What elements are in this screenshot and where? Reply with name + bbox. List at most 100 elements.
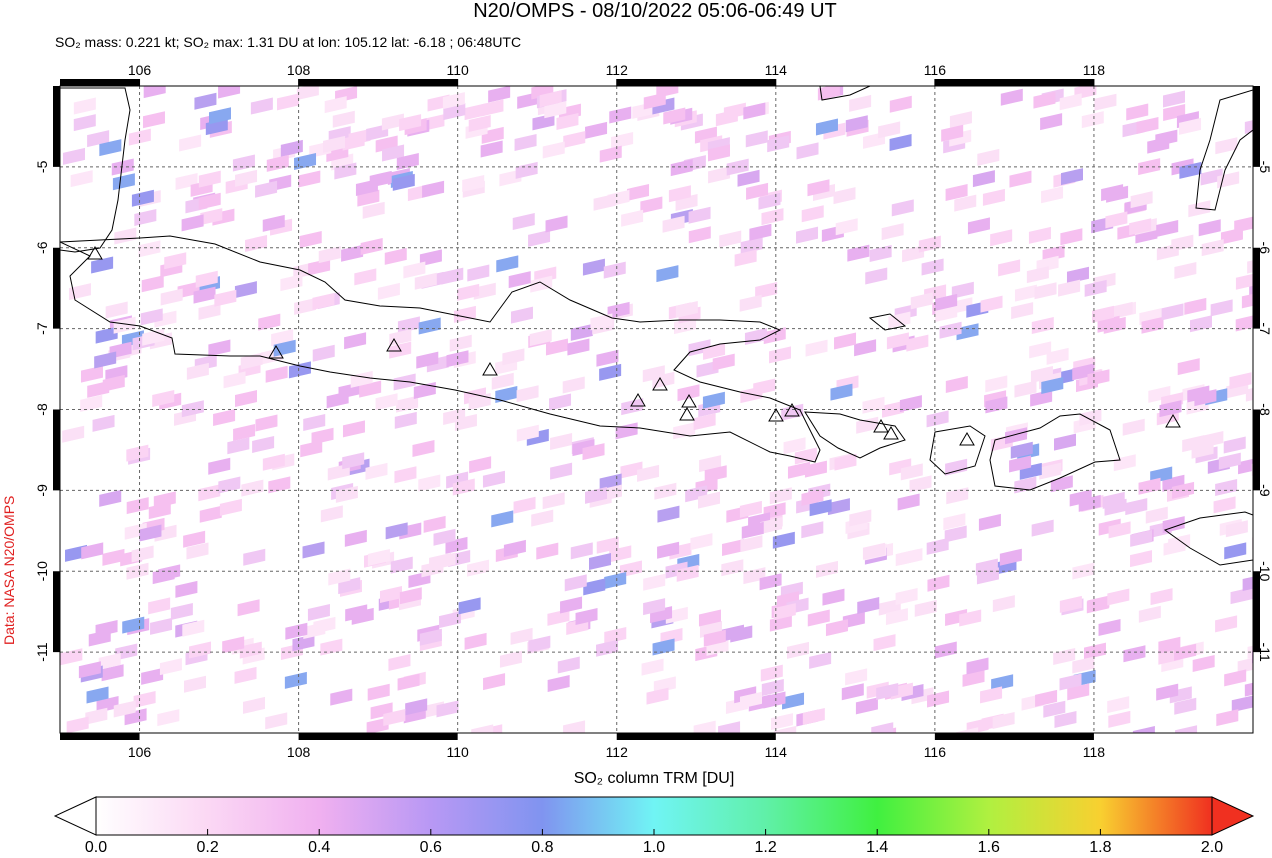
pixel: [992, 712, 1015, 730]
pixel: [1150, 588, 1173, 606]
pixel: [222, 636, 245, 654]
pixel: [441, 267, 464, 285]
pixel: [531, 86, 554, 100]
pixel: [99, 139, 122, 157]
pixel: [1242, 576, 1253, 592]
pixel: [139, 524, 162, 542]
pixel: [213, 409, 236, 427]
pixel: [1130, 191, 1153, 209]
pixel: [702, 391, 725, 409]
pixel: [491, 372, 514, 390]
pixel: [285, 622, 308, 640]
pixel: [186, 362, 209, 380]
pixel: [801, 521, 824, 539]
pixel: [1098, 618, 1121, 636]
pixel: [239, 641, 262, 659]
pixel: [218, 86, 241, 99]
pixel: [1042, 245, 1065, 263]
pixel: [794, 447, 817, 465]
lon-tick-label-bottom: 110: [447, 744, 470, 760]
pixel: [967, 217, 990, 235]
pixel: [657, 505, 680, 523]
pixel: [299, 230, 322, 248]
pixel: [857, 596, 880, 614]
pixel: [978, 513, 1001, 531]
pixel: [643, 573, 666, 591]
pixel: [126, 497, 149, 515]
pixel: [148, 502, 171, 520]
pixel: [782, 692, 805, 710]
lon-tick-label-bottom: 112: [606, 744, 629, 760]
pixel: [92, 414, 115, 432]
pixel: [157, 709, 180, 727]
pixel: [830, 383, 853, 401]
pixel: [805, 339, 828, 357]
pixel: [234, 666, 257, 684]
pixel: [719, 230, 742, 248]
pixel: [563, 720, 586, 733]
pixel: [604, 572, 627, 590]
pixel: [60, 648, 83, 666]
pixel: [703, 629, 726, 647]
pixel: [847, 244, 870, 262]
pixel: [888, 311, 911, 329]
pixel: [972, 170, 995, 188]
pixel: [528, 229, 551, 247]
pixel: [585, 486, 608, 504]
pixel: [96, 695, 119, 713]
pixel: [670, 159, 693, 177]
pixel: [1249, 283, 1253, 297]
lat-tick-label-right: -9: [1257, 484, 1272, 497]
pixel: [673, 422, 696, 440]
pixel: [1072, 562, 1095, 580]
pixel: [1156, 220, 1179, 238]
pixel: [152, 389, 175, 407]
pixel: [181, 400, 204, 418]
pixel: [320, 505, 343, 523]
colorbar-tick-label: 1.6: [978, 839, 1000, 853]
pixel: [87, 380, 110, 398]
pixel: [1087, 369, 1110, 387]
pixel: [945, 184, 968, 202]
pixel: [1059, 673, 1082, 691]
pixel: [774, 725, 797, 733]
pixel: [582, 443, 605, 461]
pixel: [1039, 462, 1062, 480]
pixel: [760, 517, 783, 535]
pixel: [320, 638, 343, 656]
pixel: [1105, 211, 1128, 229]
pixel: [449, 334, 472, 352]
pixel: [284, 671, 307, 689]
pixel: [643, 598, 666, 616]
pixel: [615, 422, 638, 440]
pixel: [882, 400, 905, 418]
pixel: [418, 317, 441, 335]
pixel: [783, 437, 806, 455]
pixel: [1174, 697, 1197, 715]
pixel: [323, 135, 346, 153]
pixel: [809, 499, 832, 517]
pixel: [721, 559, 744, 577]
pixel: [80, 394, 103, 412]
pixel: [878, 121, 901, 139]
lat-tick-label-right: -6: [1257, 242, 1272, 255]
pixel: [273, 339, 296, 357]
pixel: [677, 384, 700, 402]
pixel: [943, 513, 966, 531]
pixel: [366, 717, 389, 733]
pixel: [381, 113, 404, 131]
pixel: [94, 351, 117, 369]
pixel: [564, 574, 587, 592]
pixel: [342, 133, 365, 151]
pixel: [496, 255, 519, 273]
pixel: [250, 97, 273, 115]
pixel: [342, 452, 365, 470]
pixel: [876, 682, 899, 700]
pixel: [128, 128, 151, 146]
pixel: [536, 542, 559, 560]
pixel: [262, 453, 285, 471]
pixel: [835, 218, 858, 236]
lat-tick-label-right: -5: [1257, 161, 1272, 174]
pixel: [1060, 228, 1083, 246]
pixel: [491, 510, 514, 528]
